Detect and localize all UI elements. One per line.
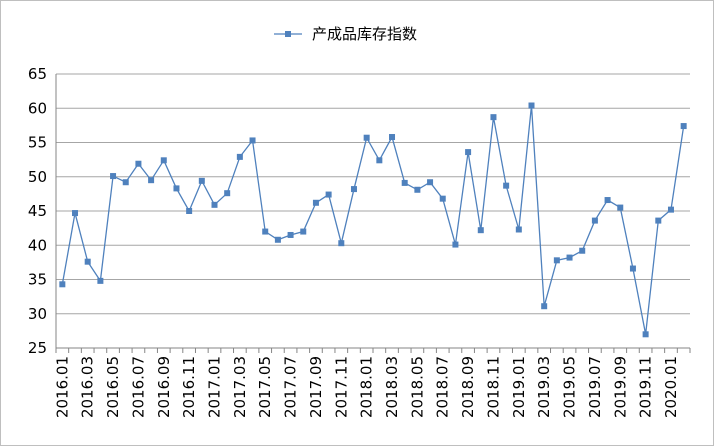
data-point-2019.10 xyxy=(629,265,636,272)
x-tick-label-2016.09: 2016.09 xyxy=(155,356,173,418)
data-point-2017.09 xyxy=(312,199,319,206)
data-point-2017.08 xyxy=(300,228,307,235)
x-tick-label-2017.03: 2017.03 xyxy=(231,356,249,418)
data-point-2016.10 xyxy=(173,185,180,192)
x-tick-label-2017.01: 2017.01 xyxy=(206,356,224,418)
series-line xyxy=(61,105,685,335)
data-point-2017.02 xyxy=(224,190,231,197)
legend: 产成品库存指数 xyxy=(274,25,417,43)
data-point-2018.07 xyxy=(439,195,446,202)
data-point-2019.07 xyxy=(591,217,598,224)
x-tick-label-2017.07: 2017.07 xyxy=(282,356,300,418)
y-tick-label-50: 50 xyxy=(28,168,47,186)
y-tick-label-60: 60 xyxy=(28,99,47,117)
y-tick-label-30: 30 xyxy=(28,305,47,323)
data-point-2016.01 xyxy=(59,281,66,288)
data-point-2016.12 xyxy=(198,177,205,184)
data-point-2018.02 xyxy=(376,157,383,164)
data-point-2018.10 xyxy=(477,227,484,234)
x-tick-label-2018.07: 2018.07 xyxy=(434,356,452,418)
x-tick-label-2018.09: 2018.09 xyxy=(459,356,477,418)
data-point-2020.02 xyxy=(680,123,687,130)
data-point-2019.04 xyxy=(553,257,560,264)
data-point-2016.06 xyxy=(122,179,129,186)
data-point-2016.08 xyxy=(148,177,155,184)
data-point-2017.11 xyxy=(338,240,345,247)
data-point-2017.07 xyxy=(287,231,294,238)
x-tick-label-2017.11: 2017.11 xyxy=(332,356,350,418)
data-point-2016.11 xyxy=(186,208,193,214)
data-point-2017.06 xyxy=(274,236,281,243)
x-tick-label-2019.11: 2019.11 xyxy=(637,356,655,418)
x-axis-tick-labels: 2016.01 2016.03 2016.05 2016.07 2016.09 2016.… xyxy=(53,356,680,418)
x-tick-label-2016.01: 2016.01 xyxy=(53,356,71,418)
data-point-2018.09 xyxy=(465,149,472,156)
x-tick-label-2016.05: 2016.05 xyxy=(104,356,122,418)
x-tick-label-2016.07: 2016.07 xyxy=(129,356,147,418)
x-tick-label-2018.01: 2018.01 xyxy=(358,356,376,418)
data-point-2019.11 xyxy=(642,331,649,338)
data-point-2018.05 xyxy=(414,186,421,193)
data-point-2016.07 xyxy=(135,160,142,167)
data-point-2019.01 xyxy=(515,226,522,233)
gridlines xyxy=(56,73,690,349)
data-point-2019.08 xyxy=(604,197,611,204)
y-tick-label-35: 35 xyxy=(28,271,47,289)
x-tick-label-2018.03: 2018.03 xyxy=(383,356,401,418)
x-tick-label-2017.05: 2017.05 xyxy=(256,356,274,418)
data-point-2018.04 xyxy=(401,179,408,186)
data-point-2020.01 xyxy=(667,206,674,213)
y-tick-label-55: 55 xyxy=(28,134,47,152)
data-point-2017.10 xyxy=(325,191,332,198)
data-point-2016.09 xyxy=(160,157,167,164)
data-point-2018.08 xyxy=(452,241,459,248)
x-tick-label-2018.05: 2018.05 xyxy=(408,356,426,418)
legend-label: 产成品库存指数 xyxy=(312,25,417,43)
y-axis-tick-labels: 25 30 35 40 45 50 55 60 65 xyxy=(28,65,47,357)
x-tick-label-2019.03: 2019.03 xyxy=(535,356,553,418)
x-tick-label-2018.11: 2018.11 xyxy=(484,356,502,418)
x-tick-label-2019.05: 2019.05 xyxy=(561,356,579,418)
data-point-2017.03 xyxy=(236,153,243,160)
x-tick-label-2019.07: 2019.07 xyxy=(586,356,604,418)
y-tick-label-25: 25 xyxy=(28,339,47,357)
data-point-2016.05 xyxy=(110,173,117,180)
x-tick-label-2017.09: 2017.09 xyxy=(307,356,325,418)
y-tick-label-65: 65 xyxy=(28,65,47,83)
data-point-2019.12 xyxy=(655,217,662,224)
data-point-2017.05 xyxy=(262,228,269,235)
data-point-2016.03 xyxy=(84,258,91,265)
data-point-2018.01 xyxy=(363,134,370,141)
x-tick-label-2019.01: 2019.01 xyxy=(510,356,528,418)
x-tick-label-2019.09: 2019.09 xyxy=(611,356,629,418)
x-tick-label-2016.11: 2016.11 xyxy=(180,356,198,418)
data-point-2017.04 xyxy=(249,137,256,144)
data-point-2019.06 xyxy=(579,247,586,254)
y-tick-label-45: 45 xyxy=(28,202,47,220)
data-point-2017.12 xyxy=(350,186,357,193)
series-inventory-index xyxy=(59,102,687,338)
legend-marker-swatch xyxy=(285,31,291,37)
data-point-2016.04 xyxy=(97,277,104,284)
data-point-2018.06 xyxy=(427,179,434,186)
data-point-2017.01 xyxy=(211,201,218,208)
y-tick-label-40: 40 xyxy=(28,236,47,254)
data-point-2019.05 xyxy=(566,254,573,261)
data-point-2018.11 xyxy=(490,114,497,121)
data-point-2019.09 xyxy=(617,204,624,211)
data-point-2016.02 xyxy=(72,210,79,217)
x-tick-label-2016.03: 2016.03 xyxy=(79,356,97,418)
data-point-2019.02 xyxy=(528,102,535,109)
x-tick-label-2020.01: 2020.01 xyxy=(662,356,680,418)
data-point-2018.03 xyxy=(389,134,396,141)
axes xyxy=(55,74,691,353)
data-point-2019.03 xyxy=(541,303,548,310)
data-point-2018.12 xyxy=(503,182,510,189)
